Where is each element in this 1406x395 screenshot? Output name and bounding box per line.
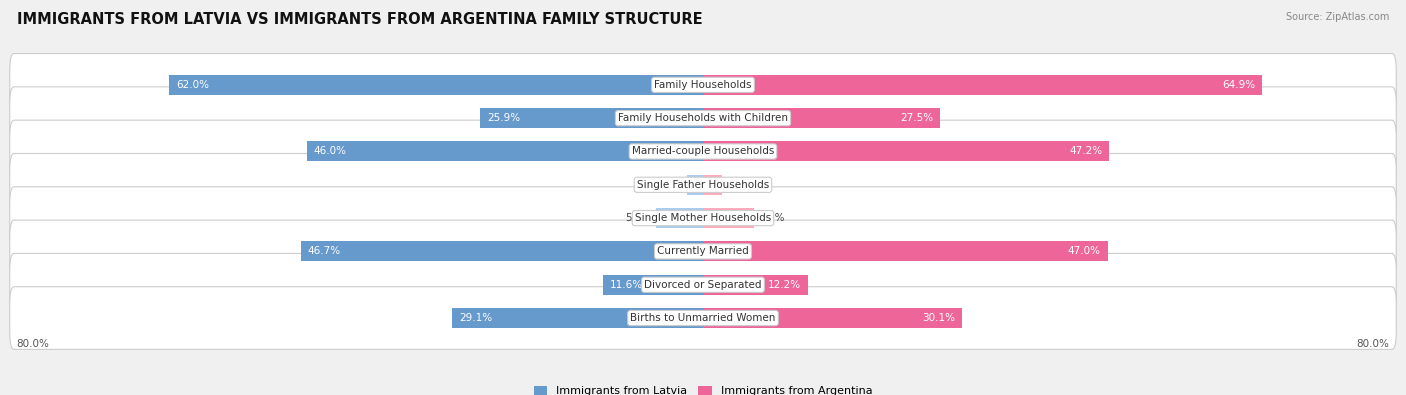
Bar [703, 75, 1263, 95]
Text: Source: ZipAtlas.com: Source: ZipAtlas.com [1285, 12, 1389, 22]
Bar [301, 241, 703, 261]
Text: 12.2%: 12.2% [768, 280, 801, 290]
Text: Currently Married: Currently Married [657, 246, 749, 256]
Text: 47.2%: 47.2% [1070, 147, 1102, 156]
Text: 29.1%: 29.1% [460, 313, 492, 323]
Text: 5.9%: 5.9% [758, 213, 785, 223]
Text: Family Households with Children: Family Households with Children [619, 113, 787, 123]
Text: 46.0%: 46.0% [314, 147, 347, 156]
FancyBboxPatch shape [10, 287, 1396, 349]
Text: 27.5%: 27.5% [900, 113, 934, 123]
FancyBboxPatch shape [10, 154, 1396, 216]
Bar [603, 275, 703, 295]
Text: 5.5%: 5.5% [624, 213, 651, 223]
Bar [169, 75, 703, 95]
Bar [686, 175, 703, 195]
FancyBboxPatch shape [10, 120, 1396, 183]
Text: 80.0%: 80.0% [1357, 339, 1389, 349]
Text: 80.0%: 80.0% [17, 339, 49, 349]
Text: 30.1%: 30.1% [922, 313, 955, 323]
FancyBboxPatch shape [10, 54, 1396, 116]
Bar [703, 241, 1108, 261]
FancyBboxPatch shape [10, 187, 1396, 249]
Bar [703, 175, 721, 195]
Text: IMMIGRANTS FROM LATVIA VS IMMIGRANTS FROM ARGENTINA FAMILY STRUCTURE: IMMIGRANTS FROM LATVIA VS IMMIGRANTS FRO… [17, 12, 703, 27]
Bar [703, 208, 754, 228]
Text: 11.6%: 11.6% [610, 280, 643, 290]
Bar [453, 308, 703, 328]
Bar [655, 208, 703, 228]
FancyBboxPatch shape [10, 87, 1396, 149]
Text: Married-couple Households: Married-couple Households [631, 147, 775, 156]
Text: 2.2%: 2.2% [727, 180, 752, 190]
Text: Divorced or Separated: Divorced or Separated [644, 280, 762, 290]
Text: 64.9%: 64.9% [1222, 80, 1256, 90]
FancyBboxPatch shape [10, 254, 1396, 316]
Bar [703, 308, 962, 328]
Text: 47.0%: 47.0% [1069, 246, 1101, 256]
Bar [479, 108, 703, 128]
Text: 1.9%: 1.9% [655, 180, 682, 190]
Text: Single Father Households: Single Father Households [637, 180, 769, 190]
FancyBboxPatch shape [10, 220, 1396, 283]
Text: Single Mother Households: Single Mother Households [636, 213, 770, 223]
Bar [703, 275, 808, 295]
Text: 46.7%: 46.7% [308, 246, 340, 256]
Text: 25.9%: 25.9% [486, 113, 520, 123]
Bar [703, 108, 939, 128]
Legend: Immigrants from Latvia, Immigrants from Argentina: Immigrants from Latvia, Immigrants from … [530, 381, 876, 395]
Text: 62.0%: 62.0% [176, 80, 209, 90]
Bar [307, 141, 703, 162]
Text: Family Households: Family Households [654, 80, 752, 90]
Bar [703, 141, 1109, 162]
Text: Births to Unmarried Women: Births to Unmarried Women [630, 313, 776, 323]
